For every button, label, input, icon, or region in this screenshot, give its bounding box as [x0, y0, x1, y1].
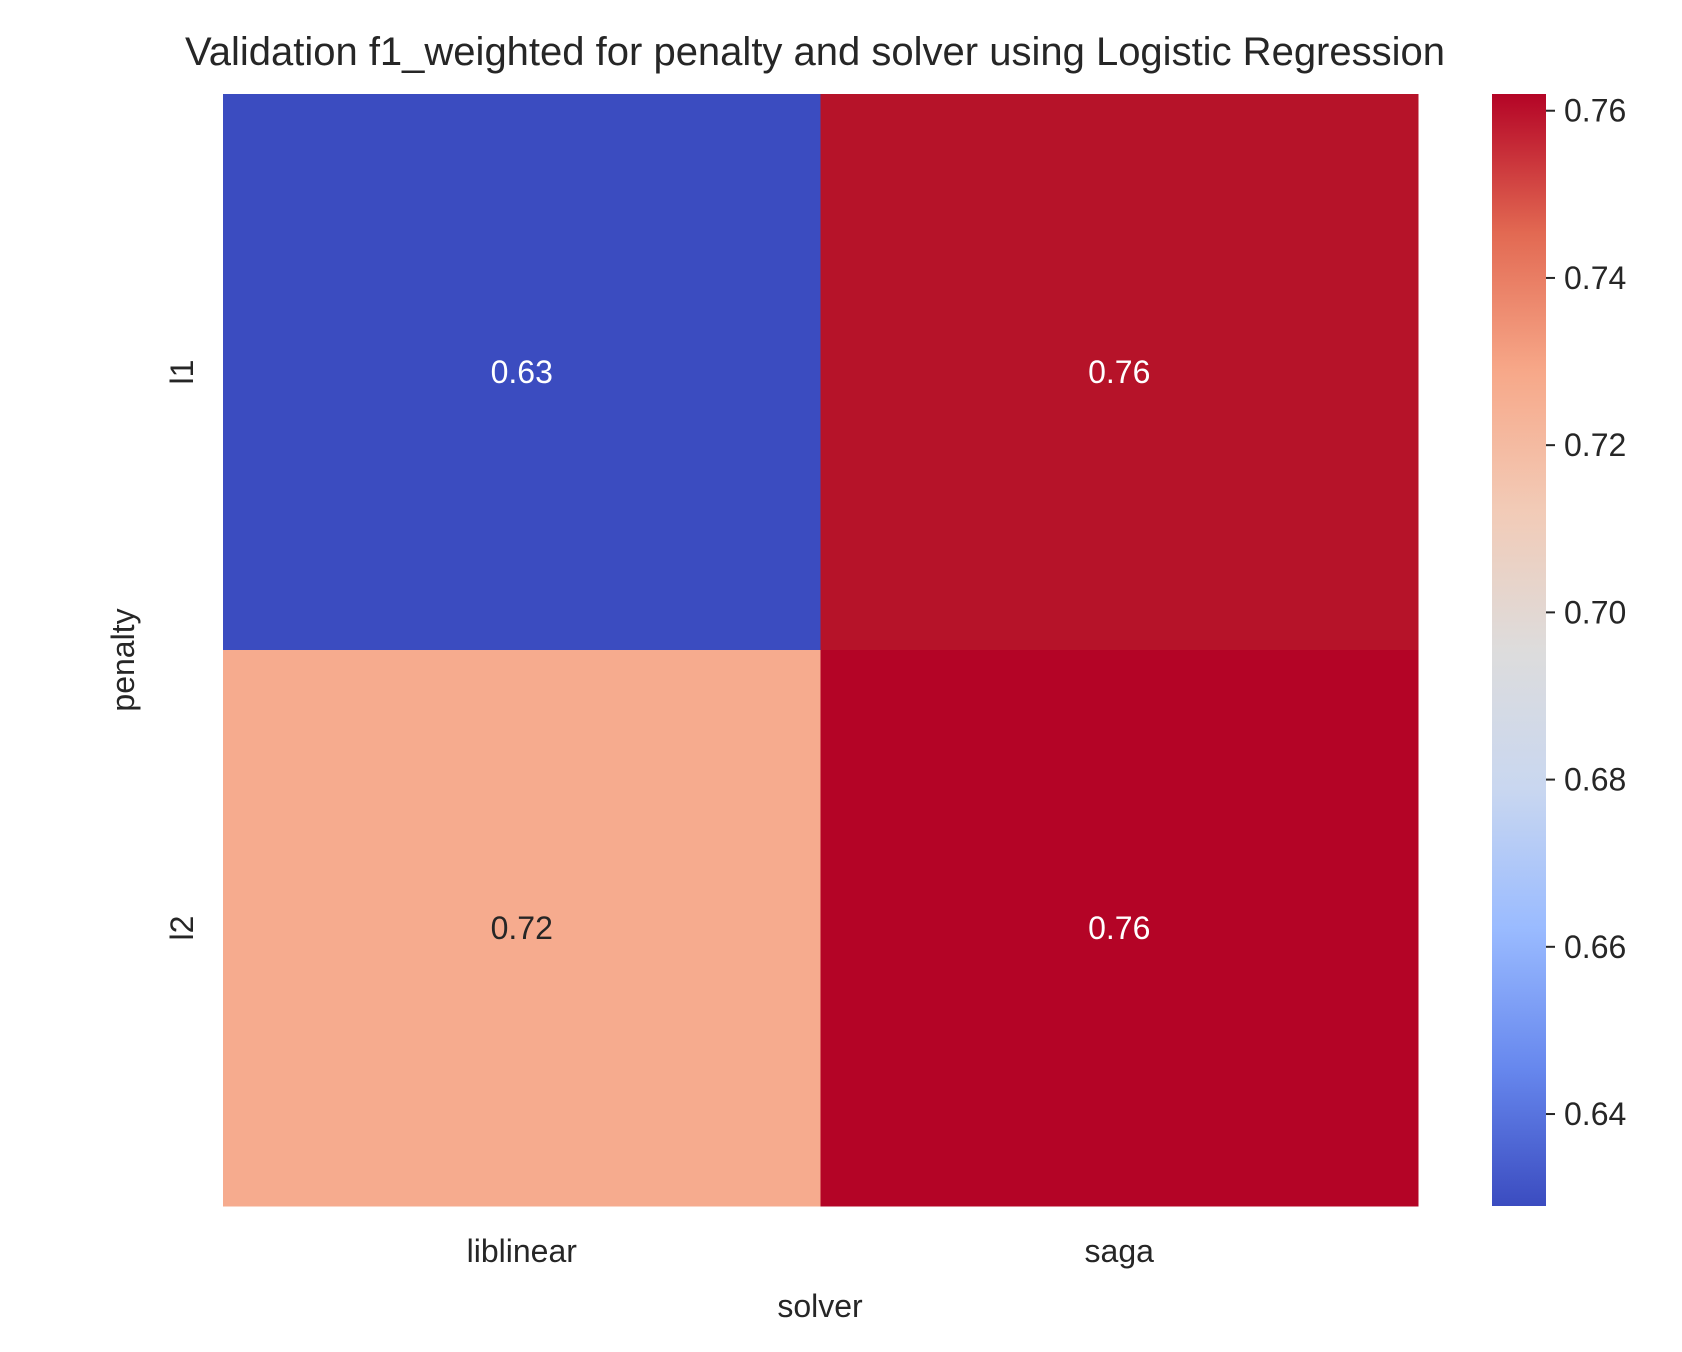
colorbar-tick-label: 0.76 — [1564, 93, 1626, 129]
colorbar-tick-label: 0.74 — [1564, 260, 1626, 296]
cell-value-label: 0.76 — [1088, 910, 1150, 946]
cell-value-label: 0.76 — [1088, 354, 1150, 390]
x-tick-label: liblinear — [467, 1233, 578, 1269]
y-axis-label: penalty — [105, 608, 141, 711]
colorbar-ticks: 0.64 0.66 0.68 0.70 0.72 0.74 0.76 — [1546, 93, 1626, 1132]
colorbar-tick-label: 0.72 — [1564, 427, 1626, 463]
colorbar-tick-label: 0.70 — [1564, 594, 1626, 630]
heatmap-cell-l2-liblinear — [223, 650, 821, 1207]
chart-title: Validation f1_weighted for penalty and s… — [185, 30, 1445, 74]
x-tick-label: saga — [1085, 1233, 1155, 1269]
heatmap-cell-l1-saga — [820, 94, 1419, 651]
y-tick-label: l2 — [164, 916, 200, 941]
colorbar-tick-label: 0.68 — [1564, 762, 1626, 798]
x-axis-label: solver — [777, 1288, 863, 1324]
cell-value-label: 0.63 — [491, 354, 553, 390]
y-axis-tick-labels: l1 l2 — [164, 360, 200, 941]
colorbar — [1492, 94, 1546, 1206]
heatmap-cells — [223, 94, 1419, 1207]
colorbar-tick-label: 0.66 — [1564, 929, 1626, 965]
heatmap-cell-l1-liblinear — [223, 94, 821, 651]
cell-value-label: 0.72 — [491, 910, 553, 946]
heatmap-cell-l2-saga — [820, 650, 1419, 1207]
x-axis-tick-labels: liblinear saga — [467, 1233, 1155, 1269]
heatmap-cell-labels: 0.63 0.76 0.72 0.76 — [491, 354, 1151, 946]
colorbar-tick-label: 0.64 — [1564, 1096, 1626, 1132]
y-tick-label: l1 — [164, 360, 200, 385]
